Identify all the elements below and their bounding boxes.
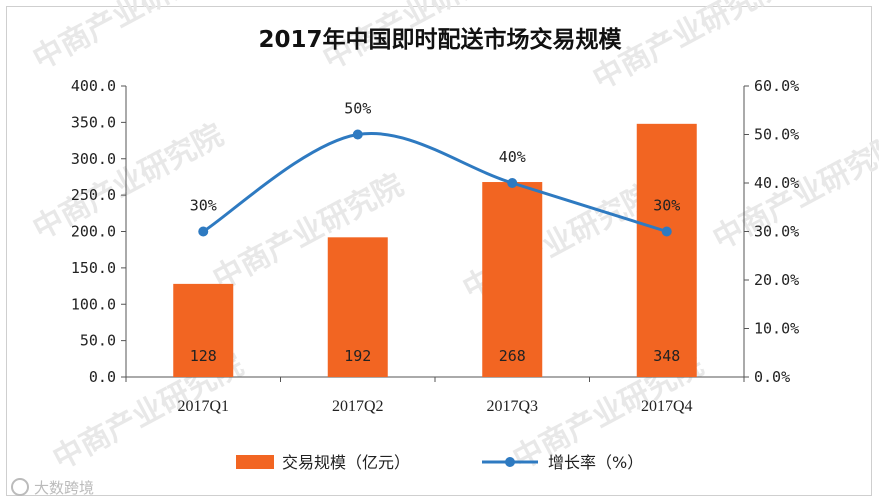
bar bbox=[327, 237, 388, 377]
left-tick-label: 200.0 bbox=[71, 223, 116, 241]
left-tick-label: 50.0 bbox=[80, 332, 116, 350]
bar bbox=[173, 283, 234, 377]
x-tick-label: 2017Q1 bbox=[177, 398, 229, 415]
right-tick-label: 50.0% bbox=[754, 126, 799, 144]
left-tick-label: 250.0 bbox=[71, 186, 116, 204]
bar-series: 128 192 268 348 bbox=[173, 123, 697, 377]
footer-logo: 大数跨境 bbox=[11, 478, 94, 497]
axes: 0.0 50.0 100.0 150.0 200.0 250.0 300.0 350.0 400… bbox=[71, 77, 799, 415]
legend-label-line: 增长率（%） bbox=[548, 453, 643, 472]
growth-point bbox=[661, 226, 672, 237]
right-tick-label: 10.0% bbox=[754, 320, 799, 338]
bar-data-label: 192 bbox=[344, 347, 371, 365]
bar-data-label: 268 bbox=[499, 347, 526, 365]
left-tick-label: 350.0 bbox=[71, 113, 116, 131]
right-tick-label: 0.0% bbox=[754, 368, 790, 386]
chart-title: 2017年中国即时配送市场交易规模 bbox=[258, 26, 622, 53]
legend-label-bar: 交易规模（亿元） bbox=[282, 453, 410, 472]
legend-swatch-marker bbox=[505, 457, 515, 467]
line-series: 30% 50% 40% 30% bbox=[190, 100, 680, 237]
legend-swatch-bar bbox=[236, 455, 274, 469]
bar-data-label: 128 bbox=[190, 347, 217, 365]
left-tick-label: 100.0 bbox=[71, 295, 116, 313]
left-tick-label: 0.0 bbox=[89, 368, 116, 386]
growth-point bbox=[198, 226, 209, 237]
left-tick-label: 300.0 bbox=[71, 150, 116, 168]
right-tick-label: 40.0% bbox=[754, 174, 799, 192]
x-tick-label: 2017Q4 bbox=[641, 398, 693, 415]
chart-frame bbox=[6, 6, 872, 496]
right-tick-label: 60.0% bbox=[754, 77, 799, 95]
right-tick-label: 20.0% bbox=[754, 271, 799, 289]
footer-logo-icon bbox=[11, 478, 29, 496]
left-tick-label: 400.0 bbox=[71, 77, 116, 95]
x-tick-label: 2017Q3 bbox=[486, 398, 538, 415]
watermark-text: 中商产业研究院 bbox=[27, 0, 229, 77]
footer-logo-text: 大数跨境 bbox=[34, 479, 94, 497]
growth-data-label: 40% bbox=[499, 148, 526, 166]
growth-point bbox=[507, 178, 518, 188]
growth-data-label: 30% bbox=[190, 197, 217, 215]
watermark-text: 中商产业研究院 bbox=[27, 118, 229, 247]
growth-line bbox=[202, 131, 668, 233]
bar bbox=[636, 123, 697, 377]
left-tick-label: 150.0 bbox=[71, 259, 116, 277]
growth-data-label: 30% bbox=[653, 197, 680, 215]
bar-data-label: 348 bbox=[653, 347, 680, 365]
x-tick-label: 2017Q2 bbox=[332, 398, 384, 415]
legend: 交易规模（亿元） 增长率（%） bbox=[236, 453, 643, 472]
bar bbox=[482, 182, 543, 377]
growth-point bbox=[352, 129, 363, 140]
growth-data-label: 50% bbox=[344, 100, 371, 118]
right-tick-label: 30.0% bbox=[754, 223, 799, 241]
